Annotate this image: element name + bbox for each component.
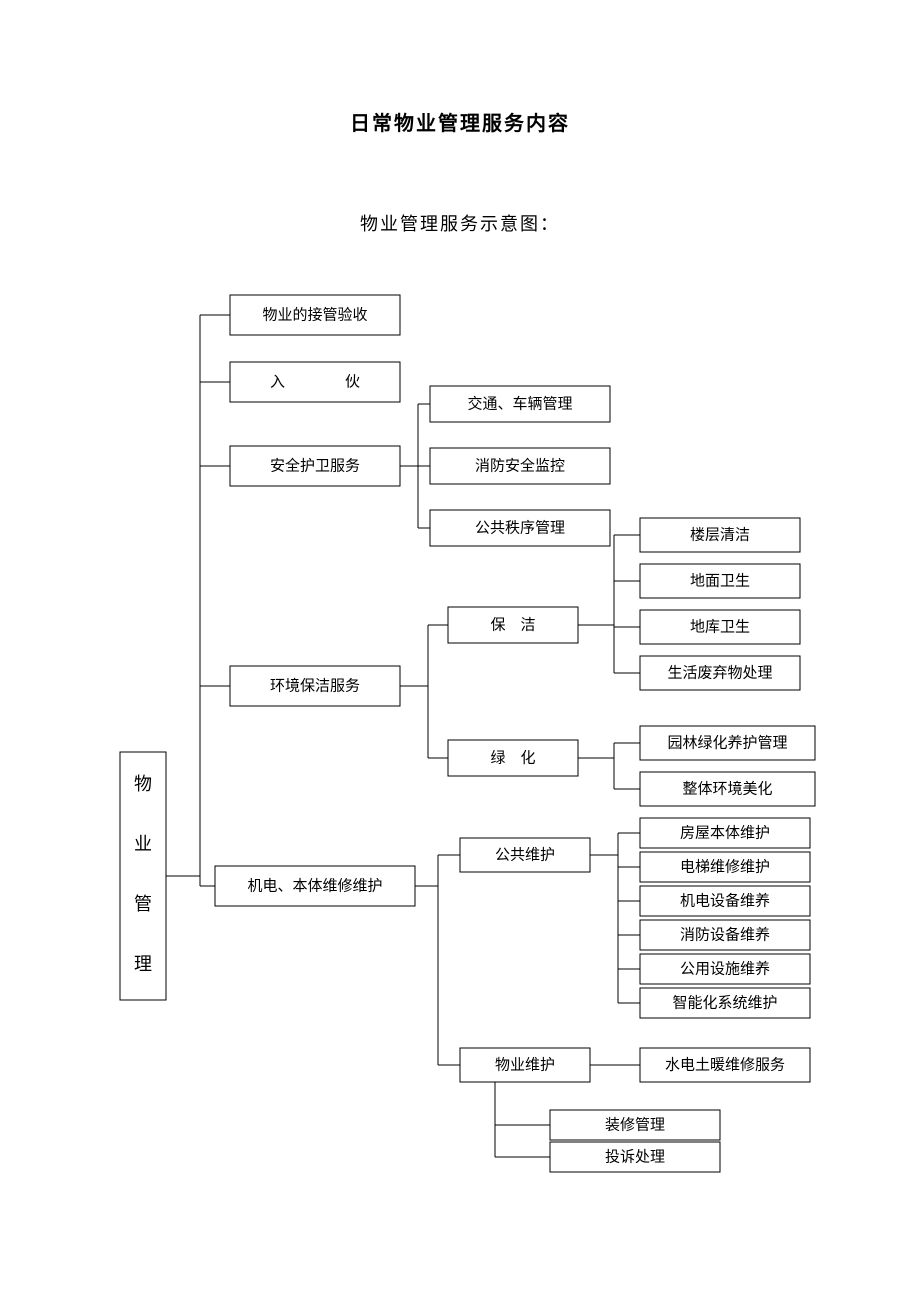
subtitle: 物业管理服务示意图： <box>360 214 560 234</box>
root-node: 物业管理 <box>120 752 166 1000</box>
root-char-0: 物 <box>134 774 152 794</box>
cl_floor: 楼层清洁 <box>640 518 800 552</box>
sec_order: 公共秩序管理 <box>430 510 610 546</box>
sec_fire-label: 消防安全监控 <box>475 456 565 474</box>
takeover: 物业的接管验收 <box>230 295 400 335</box>
pm_smart-label: 智能化系统维护 <box>672 993 777 1011</box>
complaint-label: 投诉处理 <box>605 1148 665 1165</box>
takeover-label: 物业的接管验收 <box>262 306 367 323</box>
complaint: 投诉处理 <box>550 1142 720 1172</box>
pm_mech: 机电设备维养 <box>640 886 810 916</box>
cl_ground: 地面卫生 <box>640 564 800 598</box>
pub_maint-label: 公共维护 <box>495 846 555 863</box>
cl_waste-label: 生活废弃物处理 <box>667 664 772 681</box>
page-title: 日常物业管理服务内容 <box>350 111 570 135</box>
pm_smart: 智能化系统维护 <box>640 988 810 1018</box>
sec_traffic-label: 交通、车辆管理 <box>467 394 572 412</box>
sec_order-label: 公共秩序管理 <box>475 519 565 536</box>
deco: 装修管理 <box>550 1110 720 1140</box>
root-char-2: 管 <box>134 894 152 914</box>
sec_traffic: 交通、车辆管理 <box>430 386 610 422</box>
pub_maint: 公共维护 <box>460 838 590 872</box>
security-label: 安全护卫服务 <box>270 456 360 474</box>
mech-label: 机电、本体维修维护 <box>247 877 382 894</box>
green: 绿 化 <box>448 740 578 776</box>
deco-label: 装修管理 <box>605 1116 665 1133</box>
pm_fire: 消防设备维养 <box>640 920 810 950</box>
pm_house: 房屋本体维护 <box>640 818 810 848</box>
pm_elev-label: 电梯维修维护 <box>680 858 770 875</box>
pm_elev: 电梯维修维护 <box>640 852 810 882</box>
prop_water: 水电土暖维修服务 <box>640 1048 810 1082</box>
pm_public-label: 公用设施维养 <box>680 960 770 977</box>
cl_ground-label: 地面卫生 <box>690 572 750 589</box>
cl_garage-label: 地库卫生 <box>690 618 750 635</box>
sec_fire: 消防安全监控 <box>430 448 610 484</box>
clean: 保 洁 <box>448 607 578 643</box>
gr_beauty: 整体环境美化 <box>640 772 815 806</box>
prop_maint: 物业维护 <box>460 1048 590 1082</box>
prop_water-label: 水电土暖维修服务 <box>665 1056 785 1073</box>
pm_house-label: 房屋本体维护 <box>680 824 770 841</box>
cl_floor-label: 楼层清洁 <box>690 526 750 543</box>
root-char-1: 业 <box>134 834 152 854</box>
pm_public: 公用设施维养 <box>640 954 810 984</box>
cl_garage: 地库卫生 <box>640 610 800 644</box>
gr_garden: 园林绿化养护管理 <box>640 726 815 760</box>
security: 安全护卫服务 <box>230 446 400 486</box>
cl_waste: 生活废弃物处理 <box>640 656 800 690</box>
mech: 机电、本体维修维护 <box>215 866 415 906</box>
gr_garden-label: 园林绿化养护管理 <box>667 734 787 751</box>
gr_beauty-label: 整体环境美化 <box>682 779 772 797</box>
prop_maint-label: 物业维护 <box>495 1056 555 1073</box>
env-label: 环境保洁服务 <box>270 676 360 694</box>
pm_fire-label: 消防设备维养 <box>680 926 770 943</box>
org-tree-diagram: 日常物业管理服务内容物业管理服务示意图： 物业管理 物业的接管验收入 伙安全护卫服务… <box>0 0 920 1302</box>
env: 环境保洁服务 <box>230 666 400 706</box>
green-label: 绿 化 <box>490 749 535 766</box>
move_in-label: 入 伙 <box>270 373 360 390</box>
clean-label: 保 洁 <box>490 616 535 633</box>
move_in: 入 伙 <box>230 362 400 402</box>
root-char-3: 理 <box>134 954 152 974</box>
pm_mech-label: 机电设备维养 <box>680 892 770 909</box>
